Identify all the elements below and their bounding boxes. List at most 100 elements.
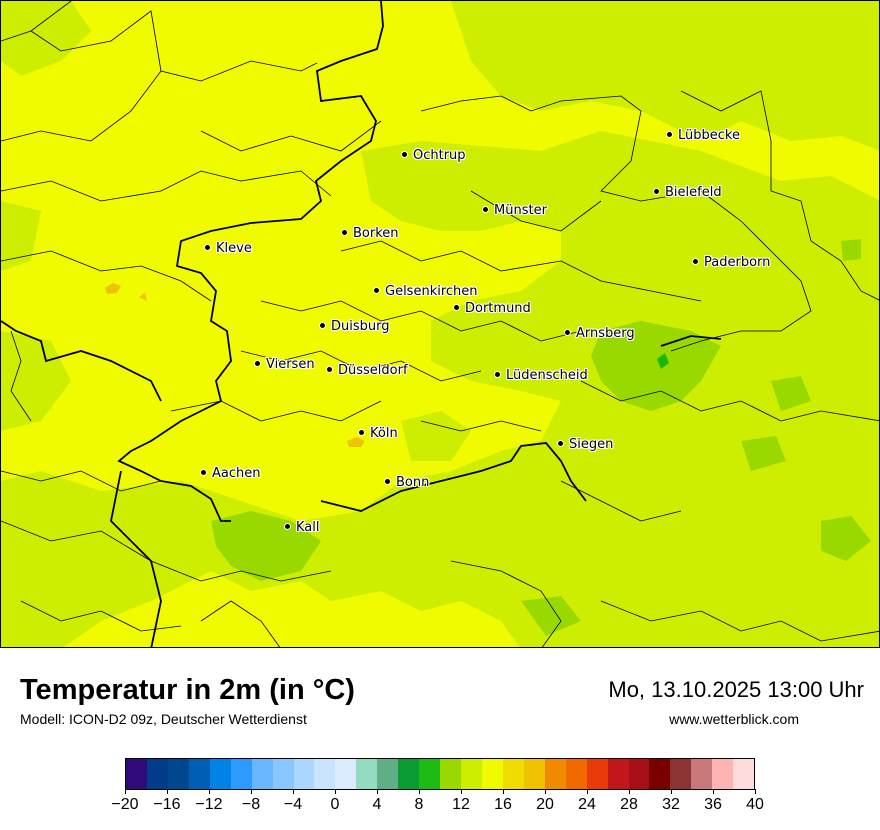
city-name: Borken xyxy=(353,226,399,241)
city-marker xyxy=(326,366,333,373)
city-label-arnsberg: Arnsberg xyxy=(564,326,635,342)
forecast-datetime: Mo, 13.10.2025 13:00 Uhr xyxy=(608,677,864,702)
legend-tick-mark xyxy=(125,789,126,794)
city-marker xyxy=(204,244,211,251)
legend-color-step xyxy=(398,759,420,789)
city-marker xyxy=(319,322,326,329)
legend-color-step xyxy=(230,759,252,789)
city-label-borken: Borken xyxy=(341,226,399,242)
legend-tick-label: −16 xyxy=(153,796,181,813)
city-label-viersen: Viersen xyxy=(254,357,315,373)
city-marker xyxy=(666,131,673,138)
legend-color-step xyxy=(544,759,566,789)
city-name: Bonn xyxy=(396,475,430,490)
temperature-field-light-green xyxy=(1,1,879,647)
city-label-köln: Köln xyxy=(358,426,398,442)
legend-tick-label: 16 xyxy=(494,796,512,813)
legend-color-step xyxy=(649,759,671,789)
legend-tick-label: 32 xyxy=(662,796,680,813)
city-marker xyxy=(254,360,261,367)
legend-tick-label: 36 xyxy=(704,796,722,813)
legend-color-step xyxy=(188,759,210,789)
city-marker xyxy=(653,188,660,195)
city-label-bielefeld: Bielefeld xyxy=(653,185,722,201)
legend-tick-mark xyxy=(461,789,462,794)
legend-color-step xyxy=(628,759,650,789)
model-info: Modell: ICON-D2 09z, Deutscher Wetterdie… xyxy=(20,711,307,727)
legend-tick-mark xyxy=(629,789,630,794)
city-name: Lübbecke xyxy=(678,128,740,143)
legend-tick-mark xyxy=(545,789,546,794)
city-label-bonn: Bonn xyxy=(384,475,429,491)
legend-color-step xyxy=(523,759,545,789)
legend-tick-mark xyxy=(167,789,168,794)
legend-color-step xyxy=(377,759,399,789)
website-link[interactable]: www.wetterblick.com xyxy=(669,711,799,727)
map-title: Temperatur in 2m (in °C) xyxy=(20,674,355,706)
city-label-ochtrup: Ochtrup xyxy=(401,148,466,164)
legend-color-step xyxy=(607,759,629,789)
temperature-field-orange xyxy=(105,283,365,447)
city-marker xyxy=(494,371,501,378)
city-marker xyxy=(557,440,564,447)
legend-color-step xyxy=(272,759,294,789)
city-label-münster: Münster xyxy=(482,203,547,219)
legend-color-step xyxy=(565,759,587,789)
city-label-düsseldorf: Düsseldorf xyxy=(326,363,408,379)
city-marker xyxy=(384,478,391,485)
legend-color-step xyxy=(356,759,378,789)
legend-tick-label: 40 xyxy=(746,796,764,813)
legend-tick-mark xyxy=(713,789,714,794)
legend-tick-label: 8 xyxy=(414,796,424,813)
city-name: Gelsenkirchen xyxy=(385,284,478,299)
legend-tick-label: −20 xyxy=(111,796,139,813)
city-marker xyxy=(692,258,699,265)
legend-tick-mark xyxy=(251,789,252,794)
legend-color-step xyxy=(419,759,441,789)
city-marker xyxy=(341,229,348,236)
legend-color-step xyxy=(293,759,315,789)
legend-color-step xyxy=(209,759,231,789)
legend-tick-label: 4 xyxy=(372,796,382,813)
city-label-kall: Kall xyxy=(284,520,320,536)
city-name: Arnsberg xyxy=(576,326,635,341)
legend-tick-label: −4 xyxy=(283,796,303,813)
city-marker xyxy=(453,304,460,311)
legend-tick-label: −8 xyxy=(241,796,261,813)
legend-color-step xyxy=(461,759,482,789)
legend-tick-mark xyxy=(377,789,378,794)
legend-tick-mark xyxy=(293,789,294,794)
legend-tick-mark xyxy=(419,789,420,794)
city-label-duisburg: Duisburg xyxy=(319,319,390,335)
city-marker xyxy=(482,206,489,213)
color-legend-bar xyxy=(125,758,755,790)
city-name: Lüdenscheid xyxy=(506,368,588,383)
legend-tick-mark xyxy=(335,789,336,794)
city-label-aachen: Aachen xyxy=(200,466,260,482)
legend-color-step xyxy=(481,759,503,789)
city-marker xyxy=(373,287,380,294)
legend-tick-label: 28 xyxy=(620,796,638,813)
city-name: Viersen xyxy=(266,357,315,372)
city-marker xyxy=(200,469,207,476)
legend-tick-mark xyxy=(587,789,588,794)
legend-color-step xyxy=(335,759,357,789)
temperature-field-green xyxy=(211,239,871,636)
city-marker xyxy=(284,523,291,530)
legend-color-step xyxy=(440,759,461,789)
legend-color-step xyxy=(146,759,168,789)
map-canvas xyxy=(1,1,879,647)
city-marker xyxy=(564,329,571,336)
legend-tick-mark xyxy=(755,789,756,794)
legend-color-step xyxy=(691,759,713,789)
city-name: Düsseldorf xyxy=(338,363,408,378)
legend-color-step xyxy=(314,759,336,789)
legend-color-step xyxy=(251,759,273,789)
legend-tick-label: 24 xyxy=(578,796,596,813)
legend-tick-label: 12 xyxy=(452,796,470,813)
legend-tick-label: 20 xyxy=(536,796,554,813)
legend-tick-mark xyxy=(671,789,672,794)
city-name: Münster xyxy=(494,203,547,218)
city-label-paderborn: Paderborn xyxy=(692,255,770,271)
legend-color-step xyxy=(502,759,524,789)
